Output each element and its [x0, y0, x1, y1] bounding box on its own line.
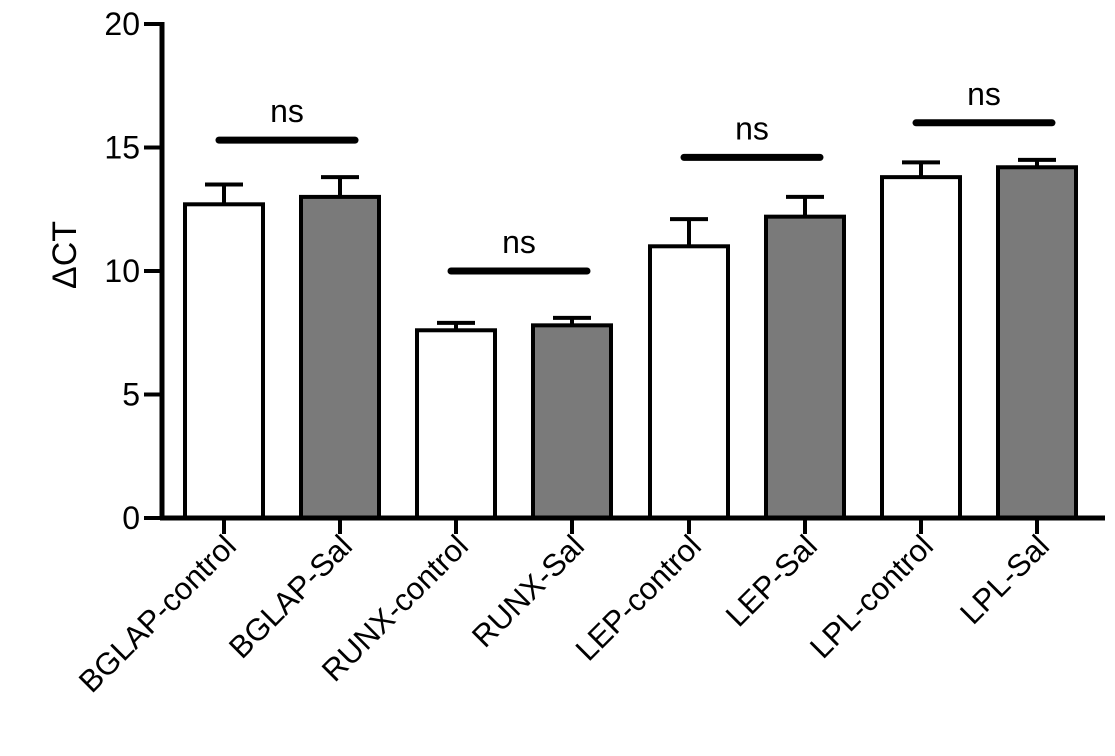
bar-RUNX-control — [415, 328, 497, 520]
annotations-group: ns ns ns ns — [215, 76, 1056, 275]
bar-LEP-control — [648, 244, 730, 521]
significance-label-2: ns — [502, 224, 536, 260]
bar-LPL-control — [880, 175, 962, 520]
y-tick-label-5: 5 — [122, 377, 140, 413]
bar-BGLAP-Sal — [299, 194, 381, 520]
x-tick-label-LPL-control: LPL-control — [803, 528, 940, 665]
bar-LEP-Sal — [764, 214, 846, 520]
x-tick-label-LEP-Sal: LEP-Sal — [719, 528, 824, 633]
y-axis-label: ΔCT — [46, 221, 84, 289]
bars-group — [183, 157, 1078, 521]
significance-label-1: ns — [270, 93, 304, 129]
x-tick-label-BGLAP-control: BGLAP-control — [72, 528, 243, 699]
bar-RUNX-Sal — [531, 323, 613, 520]
x-tick-label-LEP-control: LEP-control — [569, 528, 708, 667]
y-tick-label-15: 15 — [104, 130, 140, 166]
x-tick-label-LPL-Sal: LPL-Sal — [953, 528, 1056, 631]
significance-label-3: ns — [735, 110, 769, 146]
bar-LPL-Sal — [996, 165, 1078, 520]
significance-label-4: ns — [967, 76, 1001, 112]
bar-BGLAP-control — [183, 202, 265, 520]
y-tick-label-10: 10 — [104, 253, 140, 289]
x-tick-label-RUNX-Sal: RUNX-Sal — [465, 528, 591, 654]
y-tick-label-20: 20 — [104, 6, 140, 42]
y-tick-label-0: 0 — [122, 500, 140, 536]
